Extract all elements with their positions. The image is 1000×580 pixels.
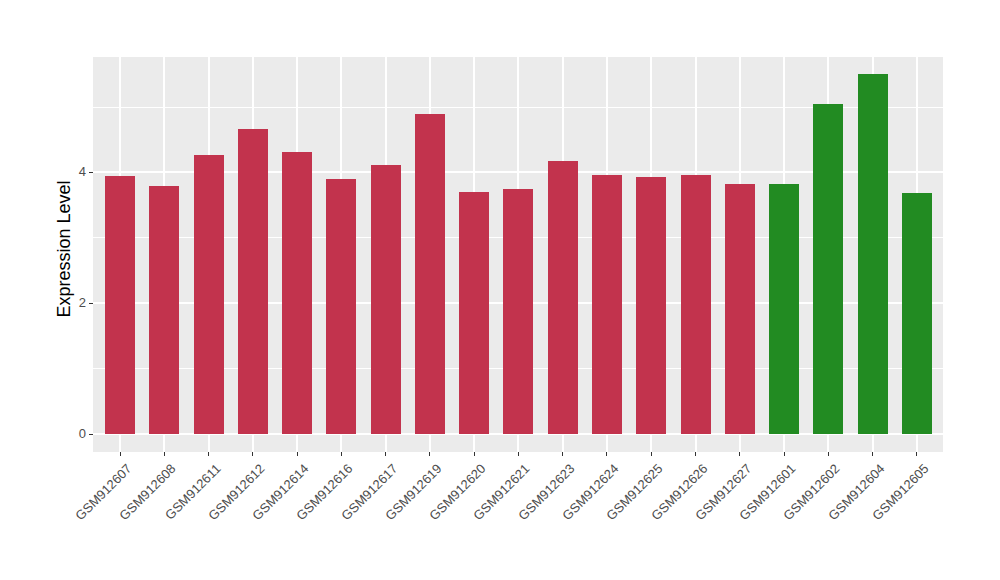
plot-panel [93,57,943,452]
bar-GSM912614 [282,152,312,434]
x-tick [828,452,829,456]
x-tick [252,452,253,456]
x-tick [916,452,917,456]
x-tick [208,452,209,456]
x-tick [695,452,696,456]
x-tick [562,452,563,456]
y-tick [89,172,93,173]
bar-GSM912601 [769,184,799,434]
expression-level-bar-chart: Expression Level GSM912607GSM912608GSM91… [0,0,1000,580]
bar-GSM912602 [813,104,843,434]
x-tick [739,452,740,456]
bar-GSM912624 [592,175,622,434]
x-tick [651,452,652,456]
x-tick [297,452,298,456]
y-tick [89,303,93,304]
bar-GSM912623 [548,161,578,434]
bar-GSM912612 [238,129,268,434]
x-tick [164,452,165,456]
bar-GSM912620 [459,192,489,434]
y-tick-label: 2 [56,295,86,311]
bar-GSM912619 [415,114,445,434]
y-tick-label: 4 [56,164,86,180]
bar-GSM912616 [326,179,356,434]
x-tick [518,452,519,456]
y-tick [89,434,93,435]
x-tick [429,452,430,456]
x-tick [784,452,785,456]
bar-GSM912627 [725,184,755,434]
bar-GSM912604 [858,74,888,434]
x-tick [872,452,873,456]
x-tick [341,452,342,456]
x-tick [385,452,386,456]
bar-GSM912607 [105,176,135,434]
bar-GSM912608 [149,186,179,434]
x-tick [474,452,475,456]
y-tick-label: 0 [56,426,86,442]
bar-GSM912621 [503,189,533,434]
x-tick [606,452,607,456]
bar-GSM912625 [636,177,666,434]
bar-GSM912626 [681,175,711,434]
bar-GSM912617 [371,165,401,434]
bar-GSM912611 [194,155,224,434]
bar-GSM912605 [902,193,932,434]
x-tick [120,452,121,456]
